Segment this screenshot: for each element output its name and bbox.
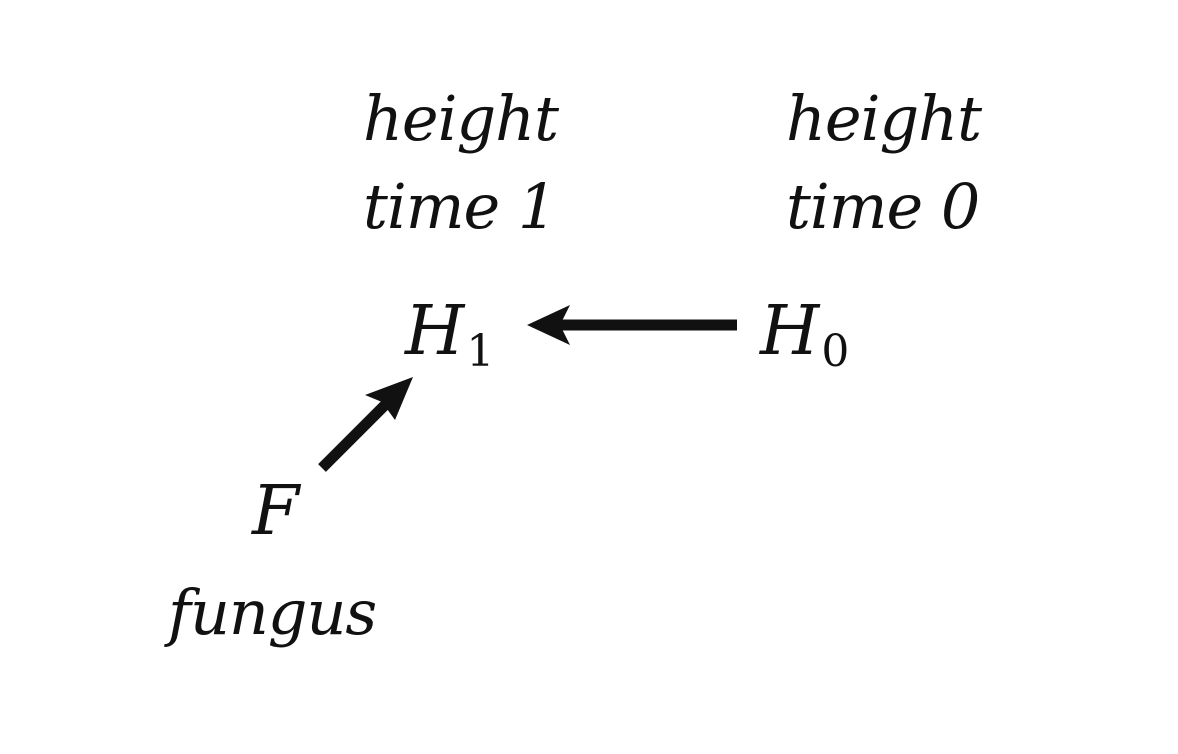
node-h0: H0 — [760, 298, 849, 374]
edge-h0-to-h1 — [527, 305, 737, 345]
node-h0-subscript: 0 — [821, 326, 850, 377]
node-f: F — [252, 478, 299, 546]
edge-h0-h1-arrowhead — [527, 305, 570, 345]
h1-label-time: time 1 — [363, 170, 557, 243]
node-h0-symbol: H — [760, 292, 820, 371]
h0-label-time: time 0 — [786, 170, 980, 243]
f-label-fungus: fungus — [168, 576, 377, 649]
edge-f-h1-arrowhead — [365, 377, 413, 420]
h1-label-height: height — [363, 82, 559, 155]
node-f-symbol: F — [252, 472, 300, 551]
edge-f-h1-shaft — [318, 396, 394, 472]
node-h1-subscript: 1 — [466, 326, 495, 377]
node-h1: H1 — [405, 298, 494, 374]
h0-label-height: height — [786, 82, 982, 155]
node-h1-symbol: H — [405, 292, 465, 371]
edge-f-to-h1 — [318, 377, 413, 472]
